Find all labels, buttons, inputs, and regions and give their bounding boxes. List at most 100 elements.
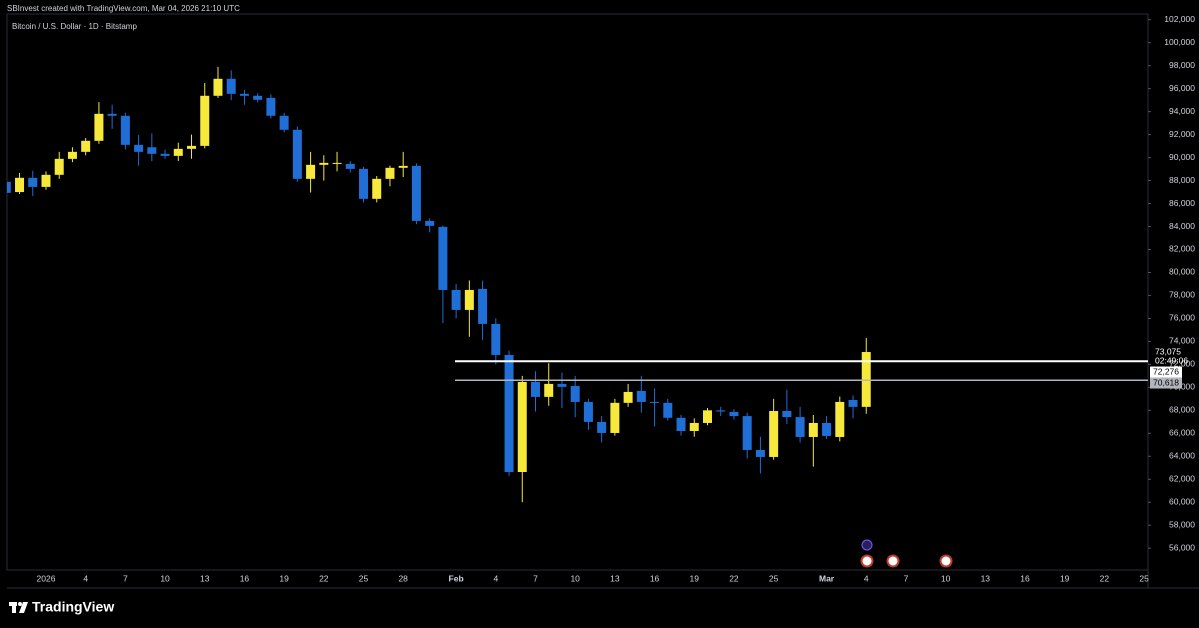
event-icons <box>860 539 953 568</box>
y-tick-label: 62,000 <box>1169 473 1195 483</box>
y-tick-label: 88,000 <box>1169 175 1195 185</box>
candle-body <box>41 174 51 187</box>
candle-body <box>226 78 236 94</box>
countdown: 02:49:06 <box>1155 355 1188 365</box>
candle-body <box>147 147 157 154</box>
candle-body <box>702 410 712 423</box>
candle-body <box>451 289 461 310</box>
y-tick-label: 84,000 <box>1169 221 1195 231</box>
x-tick-label: 19 <box>1060 573 1070 583</box>
candle-body <box>107 113 117 116</box>
candle-body <box>160 153 170 156</box>
candle-body <box>15 177 25 193</box>
y-tick-label: 98,000 <box>1169 60 1195 70</box>
candle-body <box>7 181 11 193</box>
candle-body <box>67 151 77 159</box>
candle-body <box>438 226 448 290</box>
candle-body <box>134 144 144 152</box>
x-tick-label: 13 <box>200 573 210 583</box>
candle-body <box>848 399 858 407</box>
x-tick-label: 16 <box>240 573 250 583</box>
x-tick-label: 16 <box>1020 573 1030 583</box>
y-tick-label: 96,000 <box>1169 83 1195 93</box>
candle-body <box>81 140 91 152</box>
event-icon <box>860 554 874 568</box>
candle-body <box>173 148 183 156</box>
event-icon <box>886 554 900 568</box>
candle-body <box>345 163 355 169</box>
y-tick-label: 72,000 <box>1169 359 1195 369</box>
x-tick-label: 10 <box>160 573 170 583</box>
candle-body <box>213 78 223 96</box>
y-tick-label: 58,000 <box>1169 519 1195 529</box>
logo-part <box>19 602 28 613</box>
x-tick-label: 19 <box>279 573 289 583</box>
candle-body <box>398 165 408 168</box>
y-tick-label: 60,000 <box>1169 496 1195 506</box>
candle-body <box>187 145 197 149</box>
candle-body <box>266 97 276 116</box>
candle-body <box>332 162 342 164</box>
candle-body <box>808 422 818 437</box>
candle-body <box>54 158 64 175</box>
x-tick-label: 13 <box>610 573 620 583</box>
candle-body <box>464 289 474 310</box>
candle-body <box>769 411 779 457</box>
candle-body <box>319 162 329 165</box>
logo-part <box>18 602 22 606</box>
candle-body <box>425 220 435 226</box>
candle-body <box>28 177 38 187</box>
candle-body <box>239 93 249 96</box>
x-tick-label: 16 <box>650 573 660 583</box>
candle-body <box>279 115 289 130</box>
y-tick-label: 90,000 <box>1169 152 1195 162</box>
candle-body <box>742 416 752 450</box>
candle-body <box>504 354 514 473</box>
brand-logo <box>9 602 28 613</box>
y-tick-label: 80,000 <box>1169 267 1195 277</box>
y-tick-label: 102,000 <box>1164 14 1195 24</box>
x-tick-label: 2026 <box>37 573 56 583</box>
x-tick-label: 25 <box>359 573 369 583</box>
x-tick-label: 19 <box>690 573 700 583</box>
candle-body <box>795 417 805 437</box>
candle-body <box>716 410 726 412</box>
candle-body <box>411 165 421 221</box>
candle-body <box>372 178 382 199</box>
candle-body <box>292 129 302 179</box>
level-tag <box>1150 377 1182 389</box>
candle-body <box>623 391 633 403</box>
y-tick-label: 68,000 <box>1169 405 1195 415</box>
y-tick-label: 56,000 <box>1169 542 1195 552</box>
level-label: 70,618 <box>1153 377 1179 387</box>
y-tick-label: 94,000 <box>1169 106 1195 116</box>
y-tick-label: 86,000 <box>1169 198 1195 208</box>
candle-body <box>359 168 369 199</box>
event-icon <box>939 554 953 568</box>
x-tick-label: 7 <box>123 573 128 583</box>
chart-title: Bitcoin / U.S. Dollar · 1D · Bitstamp <box>12 22 137 31</box>
plot-frame <box>6 13 1149 571</box>
y-tick-label: 100,000 <box>1164 37 1195 47</box>
y-tick-label: 92,000 <box>1169 129 1195 139</box>
x-tick-label: 4 <box>83 573 88 583</box>
x-tick-label: Mar <box>819 573 835 583</box>
brand: TradingView <box>32 599 114 615</box>
y-tick-label: 76,000 <box>1169 313 1195 323</box>
candle-body <box>822 422 832 436</box>
x-tick-label: 7 <box>904 573 909 583</box>
candle-body <box>755 449 765 457</box>
x-tick-label: 10 <box>570 573 580 583</box>
candle-body <box>597 421 607 433</box>
candle-body <box>650 401 660 403</box>
x-tick-label: 25 <box>769 573 779 583</box>
candle-body <box>676 417 686 431</box>
candle-body <box>94 113 104 141</box>
candle-body <box>531 381 540 397</box>
x-tick-label: 7 <box>533 573 538 583</box>
x-tick-label: 10 <box>941 573 951 583</box>
x-tick-label: 28 <box>398 573 408 583</box>
x-tick-label: 22 <box>1100 573 1110 583</box>
event-icon <box>861 539 873 551</box>
